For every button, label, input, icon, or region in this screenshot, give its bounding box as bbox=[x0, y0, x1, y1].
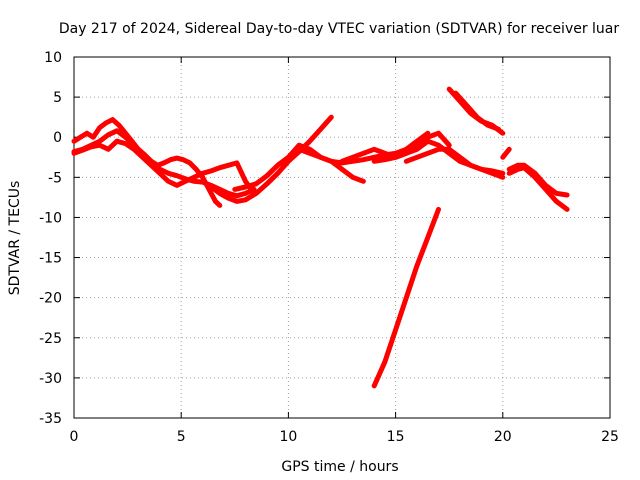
y-tick-label: -35 bbox=[39, 411, 62, 427]
y-tick-label: -30 bbox=[39, 371, 62, 387]
x-tick-label: 10 bbox=[279, 429, 297, 445]
y-axis-ticks: 10 5 0 -5 -10 -15 -20 -25 -30 -35 bbox=[39, 50, 610, 427]
grid-lines bbox=[74, 57, 610, 418]
series-line-arc-3 bbox=[74, 141, 254, 193]
y-tick-label: 10 bbox=[44, 50, 62, 66]
x-axis-ticks: 0 5 10 15 20 25 bbox=[70, 57, 619, 445]
series-line-arc-13 bbox=[503, 149, 509, 157]
y-tick-label: -10 bbox=[39, 210, 62, 226]
plot-border bbox=[74, 57, 610, 418]
x-tick-label: 20 bbox=[494, 429, 512, 445]
y-tick-label: -20 bbox=[39, 291, 62, 307]
sdtvar-chart: Day 217 of 2024, Sidereal Day-to-day VTE… bbox=[0, 0, 640, 480]
plot-frame bbox=[74, 57, 610, 418]
series-line-arc-9 bbox=[406, 149, 503, 173]
x-axis-label: GPS time / hours bbox=[281, 459, 398, 475]
y-tick-label: -5 bbox=[48, 170, 62, 186]
y-tick-label: -25 bbox=[39, 331, 62, 347]
series-layer bbox=[74, 89, 567, 386]
series-line-arc-12 bbox=[374, 209, 438, 386]
y-tick-label: 0 bbox=[53, 130, 62, 146]
y-axis-label: SDTVAR / TECUs bbox=[7, 181, 23, 296]
x-tick-label: 15 bbox=[387, 429, 405, 445]
y-tick-label: 5 bbox=[53, 90, 62, 106]
x-tick-label: 0 bbox=[70, 429, 79, 445]
x-tick-label: 25 bbox=[601, 429, 619, 445]
chart-title: Day 217 of 2024, Sidereal Day-to-day VTE… bbox=[59, 21, 620, 37]
y-tick-label: -15 bbox=[39, 251, 62, 267]
x-tick-label: 5 bbox=[177, 429, 186, 445]
